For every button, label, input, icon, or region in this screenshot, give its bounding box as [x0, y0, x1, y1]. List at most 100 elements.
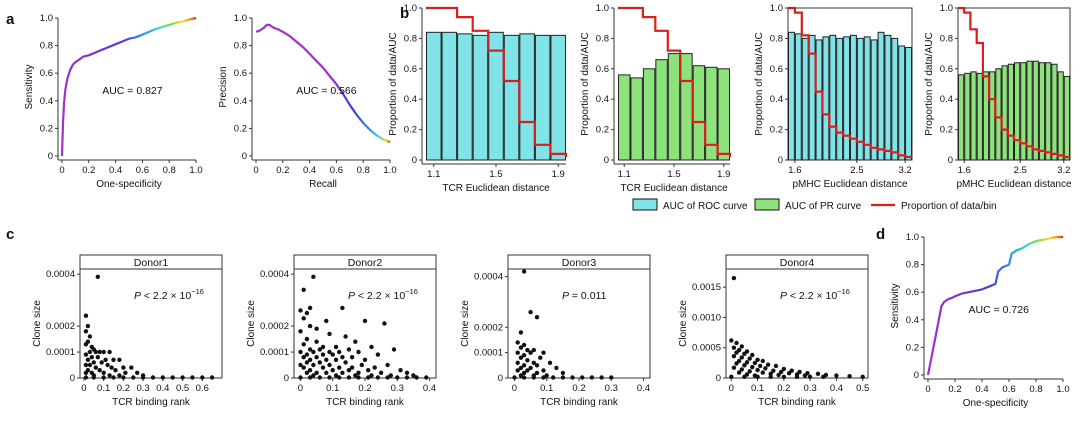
data-point — [375, 352, 381, 357]
chart-c1: Donor1 0 0.1 0.2 0.3 0.4 0.5 0.6 0 0.0001 0.0002 0.… — [32, 254, 223, 408]
y-axis-label: Precision — [218, 66, 229, 107]
bar — [618, 74, 631, 161]
data-point — [515, 350, 520, 355]
data-point — [385, 375, 390, 380]
data-point — [111, 375, 116, 380]
data-point — [93, 349, 99, 355]
y-tick-label: 0.0015 — [692, 282, 721, 293]
data-point — [87, 334, 93, 339]
p-value: = 0.011 — [569, 290, 607, 302]
x-tick-label: 0.5 — [176, 383, 189, 394]
data-point — [304, 336, 310, 342]
bar — [1038, 62, 1046, 161]
data-point — [359, 362, 364, 368]
plot-frame — [725, 254, 869, 379]
data-point — [786, 371, 792, 376]
data-point — [531, 375, 536, 380]
data-point — [121, 375, 126, 380]
data-point — [135, 370, 140, 375]
proportion-line — [426, 6, 568, 157]
y-tick-label: 0.4 — [234, 96, 247, 107]
y-tick-label: 0.6 — [596, 64, 609, 75]
data-point — [301, 365, 306, 370]
y-tick-label: 0.8 — [596, 33, 609, 44]
data-point — [311, 349, 316, 355]
data-point — [518, 373, 524, 378]
bar — [1007, 63, 1014, 161]
data-point — [802, 373, 808, 378]
x-tick-label: 0.2 — [276, 165, 289, 176]
data-point — [91, 375, 97, 380]
y-tick-label: 0.6 — [770, 64, 783, 75]
data-point — [340, 355, 345, 360]
data-point — [87, 362, 93, 368]
x-tick-label: 0 — [729, 383, 734, 394]
y-axis-label: Sensitivity — [24, 64, 35, 109]
x-tick-label: 0.4 — [830, 383, 843, 394]
x-tick-label: 0.3 — [605, 383, 618, 394]
data-point — [346, 368, 352, 373]
data-point — [414, 375, 419, 380]
y-axis-label: Clone size — [678, 300, 689, 347]
bar — [788, 31, 795, 161]
bar — [472, 34, 489, 161]
y-axis-label: Sensitivity — [890, 283, 901, 328]
y-tick-label: 0.8 — [234, 41, 247, 52]
y-tick-label: 0.0002 — [474, 322, 503, 333]
data-point — [744, 360, 750, 365]
data-point — [83, 362, 89, 368]
data-point — [333, 373, 339, 378]
data-point — [731, 345, 737, 350]
bar — [856, 37, 864, 161]
x-tick-label: 3.2 — [899, 165, 912, 176]
data-point — [739, 367, 744, 372]
data-point — [404, 375, 410, 380]
panel-letter-c: c — [6, 226, 14, 243]
data-point — [356, 370, 361, 375]
legend-label-proportion: Proportion of data/bin — [901, 201, 997, 212]
panel-title: Donor2 — [348, 257, 383, 269]
x-tick-label: 0.2 — [948, 384, 961, 395]
y-tick-label: 1.0 — [404, 3, 417, 14]
data-point — [209, 375, 215, 380]
legend-label-pr: AUC of PR curve — [785, 201, 862, 212]
y-axis-label: Proportion of data/AUC — [580, 32, 591, 135]
x-tick-label: 1.1 — [618, 169, 631, 180]
data-point — [298, 362, 303, 368]
x-tick-label: 1.0 — [383, 165, 396, 176]
x-axis-label: TCR Euclidean distance — [620, 183, 728, 194]
data-point — [739, 344, 744, 349]
x-tick-label: 1.6 — [788, 165, 801, 176]
x-tick-label: 0.2 — [358, 383, 371, 394]
bar — [891, 37, 899, 161]
x-tick-label: 0.6 — [136, 165, 149, 176]
data-point — [103, 357, 108, 362]
data-point — [534, 315, 540, 320]
bar — [550, 34, 567, 161]
data-point — [353, 339, 358, 344]
panel-strip — [293, 254, 437, 270]
data-point — [729, 338, 734, 343]
data-point — [518, 330, 524, 335]
data-point — [314, 339, 319, 344]
bar — [970, 71, 977, 161]
data-point — [385, 362, 390, 368]
x-tick-label: 0.3 — [804, 383, 817, 394]
panel-strip — [507, 254, 651, 270]
auc-annotation: AUC = 0.726 — [969, 304, 1030, 316]
data-point — [734, 350, 739, 355]
data-point — [327, 331, 332, 337]
data-point — [779, 369, 784, 375]
data-point — [83, 313, 89, 318]
plot-frame — [787, 7, 913, 161]
y-axis-label: Proportion of data/AUC — [924, 32, 935, 135]
data-point — [821, 374, 826, 379]
data-point — [404, 370, 410, 375]
data-point — [739, 355, 744, 360]
data-point — [750, 352, 755, 358]
data-point — [298, 375, 303, 380]
data-point — [382, 321, 387, 326]
y-tick-label: 0 — [70, 373, 75, 384]
data-point — [525, 347, 530, 353]
data-point — [776, 372, 781, 378]
